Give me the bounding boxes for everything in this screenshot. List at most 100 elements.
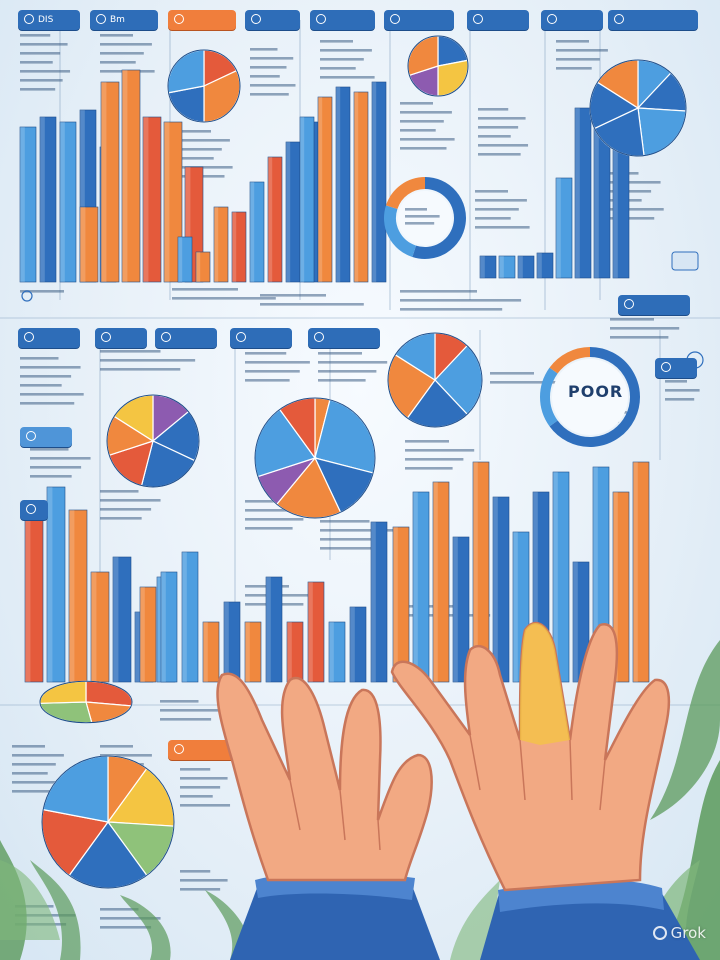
illegible-text-line	[20, 402, 75, 405]
chart-bar	[370, 521, 388, 683]
illegible-text-line	[665, 380, 687, 383]
donut-segment	[412, 177, 466, 259]
chart-icon	[24, 332, 34, 342]
chart-icon	[26, 431, 36, 441]
donut-hole	[398, 191, 452, 245]
chart-icon	[390, 14, 400, 24]
illegible-text-line	[178, 148, 222, 151]
chart-icon	[314, 332, 324, 342]
illegible-text-line	[30, 448, 69, 451]
bar-highlight	[553, 472, 558, 682]
bar-highlight	[178, 237, 183, 282]
watermark-text: Grok	[670, 924, 706, 942]
bar-highlight	[433, 482, 438, 682]
donut-chart	[540, 347, 640, 447]
chart-header-tab	[308, 328, 380, 348]
bar-highlight	[266, 577, 271, 682]
foliage-left	[0, 840, 251, 960]
illegible-text-line	[665, 398, 695, 401]
bar-highlight	[533, 492, 538, 682]
chart-bar	[328, 621, 346, 683]
chart-header-tab	[384, 10, 454, 30]
illegible-text-line	[478, 135, 511, 138]
bar-highlight	[537, 253, 542, 278]
bar-highlight	[232, 212, 237, 282]
illegible-text-line	[250, 57, 294, 60]
bar-highlight	[308, 582, 313, 682]
illegible-text-line	[100, 368, 181, 371]
bar-highlight	[287, 622, 292, 682]
illegible-text-line	[318, 370, 377, 373]
bar-highlight	[122, 70, 128, 282]
illegible-text-line	[400, 138, 455, 141]
bar-highlight	[214, 207, 219, 282]
illegible-text-line	[318, 352, 362, 355]
donut-segment	[540, 367, 558, 427]
chart-icon	[624, 299, 634, 309]
chart-bar	[163, 121, 183, 283]
chart-icon	[473, 14, 483, 24]
chart-icon	[661, 362, 671, 372]
illegible-text-line	[665, 389, 700, 392]
chart-bar	[307, 581, 325, 683]
bar-highlight	[499, 256, 504, 278]
bar-highlight	[203, 622, 208, 682]
chart-icon	[547, 14, 557, 24]
chart-icon	[174, 744, 184, 754]
bar-highlight	[135, 612, 141, 682]
illegible-text-line	[245, 518, 304, 521]
illegible-text-line	[478, 144, 529, 147]
chart-header-tab	[655, 358, 697, 378]
chart-bar	[231, 211, 247, 283]
bar-highlight	[354, 92, 359, 282]
chart-icon	[24, 14, 34, 24]
donut-chart	[384, 177, 466, 259]
illegible-text-line	[12, 790, 59, 793]
bar-highlight	[329, 622, 334, 682]
chart-bar	[612, 491, 630, 683]
illegible-text-line	[160, 709, 221, 712]
illegible-text-line	[475, 217, 511, 220]
illegible-text-line	[400, 111, 452, 114]
illegible-text-line	[20, 290, 64, 293]
chart-bar	[177, 236, 193, 283]
illegible-text-line	[178, 166, 233, 169]
bar-highlight	[20, 127, 25, 282]
bar-highlight	[575, 108, 580, 278]
bar-highlight	[164, 122, 170, 282]
bar-highlight	[224, 602, 229, 682]
pie-outline	[407, 35, 469, 97]
illegible-text-line	[12, 763, 56, 766]
pie-chart	[41, 755, 175, 889]
tab-label: Bm	[110, 15, 125, 25]
bar-highlight	[101, 82, 107, 282]
illegible-text-line	[478, 126, 519, 129]
illegible-text-line	[20, 393, 84, 396]
donut-segment	[549, 347, 591, 374]
illegible-text-line	[478, 108, 509, 111]
illegible-text-line	[178, 130, 211, 133]
illegible-text-line	[318, 361, 388, 364]
chart-icon	[236, 332, 246, 342]
chart-bar	[121, 69, 141, 283]
illegible-text-line	[318, 379, 366, 382]
chart-bar	[79, 206, 99, 283]
bar-highlight	[393, 527, 398, 682]
chart-icon	[251, 14, 261, 24]
illegible-text-line	[20, 366, 81, 369]
illegible-text-line	[20, 43, 68, 46]
illegible-text-line	[178, 139, 230, 142]
chart-bar	[112, 556, 132, 683]
bar-highlight	[80, 207, 86, 282]
bar-highlight	[453, 537, 458, 682]
bullet-icon	[21, 290, 33, 302]
illegible-text-line	[250, 93, 289, 96]
illegible-text-line	[400, 129, 436, 132]
illegible-text-line	[478, 153, 521, 156]
illegible-text-line	[260, 303, 364, 306]
illegible-text-line	[600, 208, 664, 211]
illegible-text-line	[178, 157, 214, 160]
illegible-text-line	[490, 381, 560, 384]
bar-highlight	[268, 157, 273, 282]
